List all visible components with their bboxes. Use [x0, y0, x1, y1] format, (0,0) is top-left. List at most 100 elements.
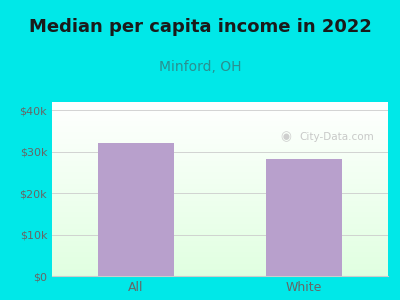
Bar: [52, 151, 388, 152]
Bar: [52, 266, 388, 267]
Bar: [52, 196, 388, 198]
Bar: [52, 200, 388, 201]
Bar: [52, 180, 388, 182]
Bar: [52, 257, 388, 259]
Bar: [52, 213, 388, 215]
Bar: [52, 254, 388, 255]
Bar: [52, 203, 388, 205]
Bar: [52, 177, 388, 178]
Bar: [52, 165, 388, 167]
Bar: [98, 142, 174, 276]
Bar: [52, 187, 388, 189]
Bar: [52, 167, 388, 168]
Bar: [52, 231, 388, 233]
Bar: [52, 215, 388, 217]
Bar: [52, 220, 388, 222]
Bar: [52, 259, 388, 260]
Bar: [52, 140, 388, 142]
Bar: [52, 182, 388, 184]
Bar: [52, 205, 388, 206]
Bar: [52, 119, 388, 121]
Bar: [52, 106, 388, 107]
Bar: [52, 139, 388, 140]
Bar: [52, 170, 388, 172]
Bar: [52, 126, 388, 128]
Bar: [52, 191, 388, 193]
Text: City-Data.com: City-Data.com: [300, 132, 374, 142]
Bar: [52, 193, 388, 194]
Text: Minford, OH: Minford, OH: [159, 60, 241, 74]
Bar: [52, 104, 388, 106]
Bar: [52, 159, 388, 161]
Bar: [52, 112, 388, 114]
Text: ◉: ◉: [280, 130, 291, 143]
Bar: [52, 272, 388, 274]
Bar: [52, 109, 388, 111]
Bar: [52, 173, 388, 175]
Bar: [52, 144, 388, 146]
Bar: [52, 201, 388, 203]
Bar: [52, 245, 388, 246]
Bar: [52, 189, 388, 191]
Bar: [52, 172, 388, 173]
Bar: [52, 210, 388, 212]
Bar: [52, 271, 388, 272]
Text: Median per capita income in 2022: Median per capita income in 2022: [28, 18, 372, 36]
Bar: [52, 274, 388, 276]
Bar: [52, 149, 388, 151]
Bar: [52, 178, 388, 180]
Bar: [52, 135, 388, 137]
Bar: [52, 198, 388, 200]
Bar: [52, 217, 388, 219]
Bar: [52, 161, 388, 163]
Bar: [52, 224, 388, 226]
Bar: [52, 107, 388, 109]
Bar: [52, 185, 388, 187]
Bar: [52, 236, 388, 238]
Bar: [52, 118, 388, 119]
Bar: [52, 102, 388, 104]
Bar: [52, 116, 388, 118]
Bar: [52, 111, 388, 112]
Bar: [52, 262, 388, 264]
Bar: [52, 252, 388, 254]
Bar: [52, 227, 388, 229]
Bar: [52, 121, 388, 123]
Bar: [52, 269, 388, 271]
Bar: [52, 123, 388, 124]
Bar: [52, 146, 388, 147]
Bar: [52, 168, 388, 170]
Bar: [52, 158, 388, 159]
Bar: [52, 248, 388, 250]
Bar: [52, 241, 388, 243]
Bar: [52, 137, 388, 139]
Bar: [52, 175, 388, 177]
Bar: [52, 124, 388, 126]
Bar: [52, 142, 388, 144]
Bar: [52, 114, 388, 116]
Bar: [52, 206, 388, 208]
Bar: [52, 156, 388, 158]
Bar: [52, 238, 388, 239]
Bar: [52, 243, 388, 245]
Bar: [52, 130, 388, 132]
Bar: [52, 255, 388, 257]
Bar: [52, 222, 388, 224]
Bar: [52, 239, 388, 241]
Bar: [52, 152, 388, 154]
Bar: [52, 154, 388, 156]
Bar: [52, 246, 388, 248]
Bar: [52, 133, 388, 135]
Bar: [52, 132, 388, 133]
Bar: [52, 264, 388, 266]
Bar: [52, 163, 388, 165]
Bar: [52, 208, 388, 210]
Bar: [52, 194, 388, 196]
Bar: [52, 128, 388, 130]
Bar: [52, 229, 388, 231]
Bar: [52, 184, 388, 185]
Bar: [52, 226, 388, 227]
Bar: [52, 219, 388, 220]
Bar: [52, 212, 388, 213]
Bar: [52, 232, 388, 234]
